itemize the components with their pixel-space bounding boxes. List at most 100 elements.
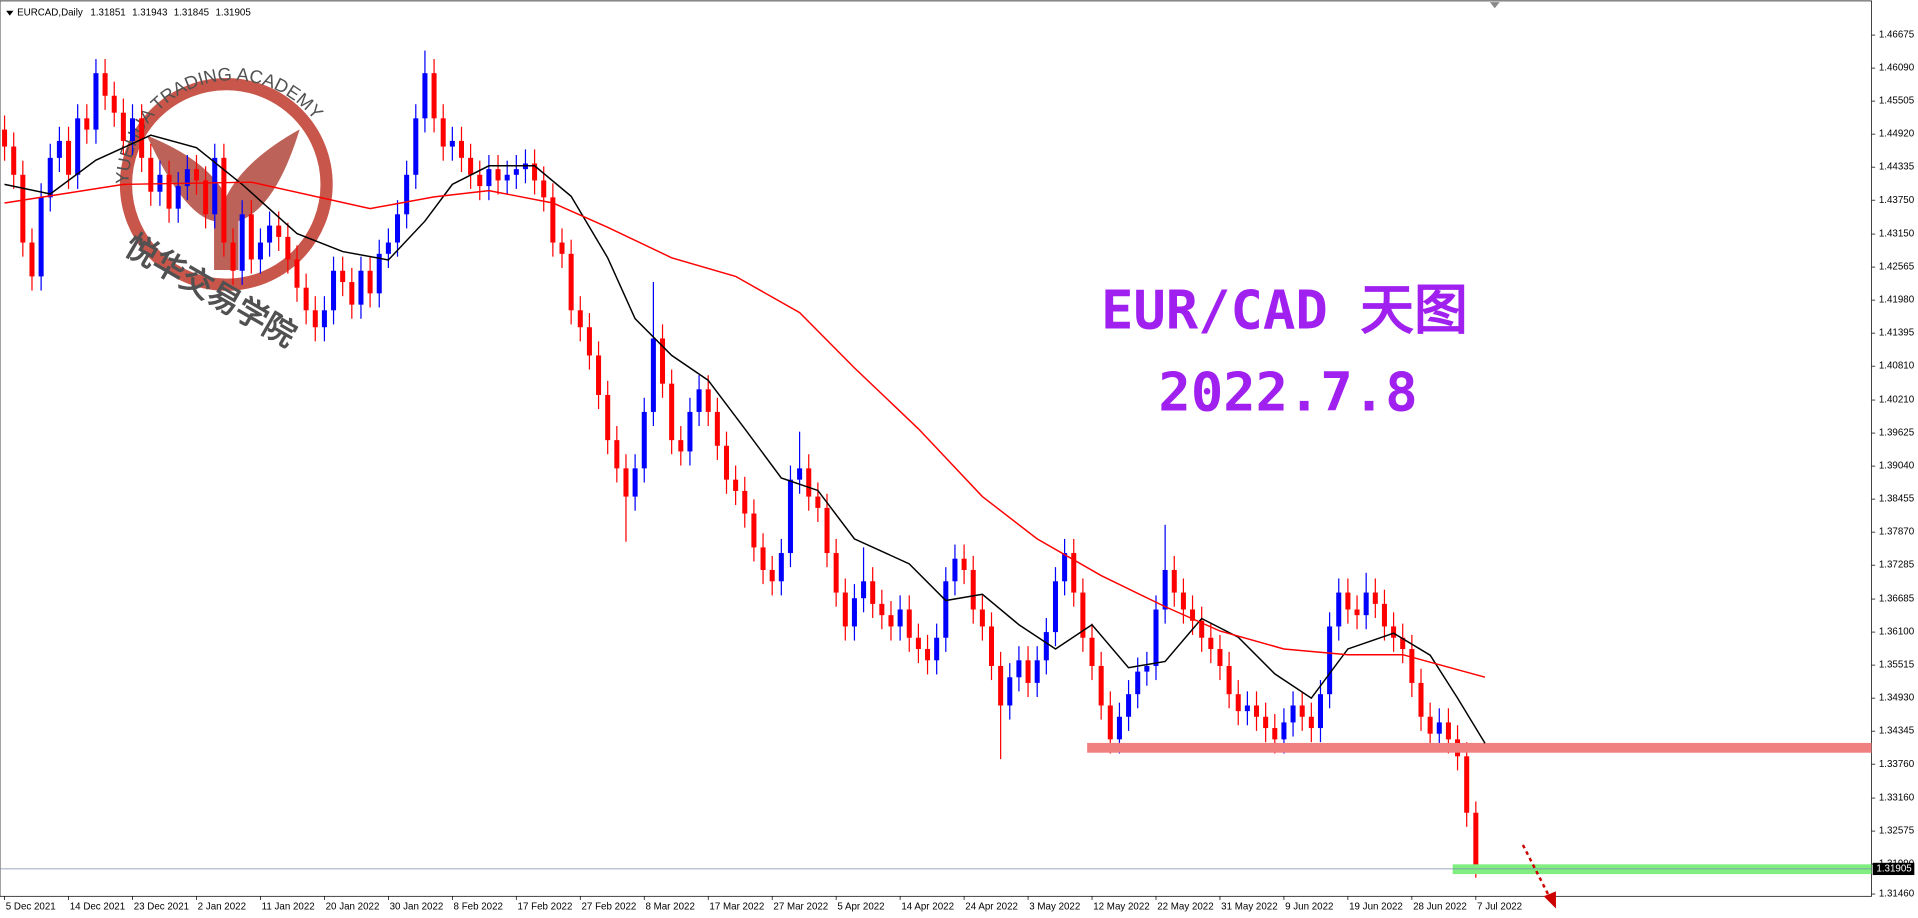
- candle-body: [1034, 660, 1040, 683]
- candle-body: [751, 513, 757, 548]
- candle-body: [276, 225, 282, 237]
- candle-body: [714, 411, 720, 446]
- y-tick-label: 1.37870: [1879, 527, 1915, 538]
- y-tick-label: 1.39625: [1879, 428, 1915, 439]
- y-tick-label: 1.36100: [1879, 627, 1915, 638]
- candle-body: [541, 180, 547, 198]
- candle-body: [184, 169, 190, 187]
- candle-body: [458, 140, 464, 158]
- candle-body: [806, 468, 812, 497]
- y-tick-label: 1.36685: [1879, 594, 1915, 605]
- candle-body: [376, 253, 382, 294]
- candle-body: [1400, 637, 1406, 650]
- candle-body: [1107, 705, 1113, 740]
- candle-body: [1098, 665, 1104, 706]
- candle-body: [66, 140, 72, 175]
- candle-body: [687, 411, 693, 452]
- y-tick-label: 1.41395: [1879, 328, 1915, 339]
- candle-body: [943, 581, 949, 638]
- x-tick-label: 27 Feb 2022: [582, 902, 637, 913]
- candle-body: [797, 468, 803, 480]
- y-tick-label: 1.42565: [1879, 262, 1915, 273]
- candle-body: [212, 157, 218, 215]
- candle-body: [148, 157, 154, 192]
- y-tick-label: 1.33160: [1879, 793, 1915, 804]
- y-tick-label: 1.34930: [1879, 693, 1915, 704]
- candle-body: [733, 479, 739, 491]
- x-tick-label: 14 Dec 2021: [70, 902, 125, 913]
- y-tick-label: 1.38455: [1879, 494, 1915, 505]
- candle-body: [340, 270, 346, 283]
- candle-body: [431, 73, 437, 119]
- candle-body: [1071, 553, 1077, 593]
- candle-body: [1281, 722, 1287, 740]
- close: 1.31905: [215, 8, 251, 19]
- price-tag: [1872, 862, 1915, 876]
- moving-average: [4, 134, 1486, 744]
- x-tick-label: 5 Dec 2021: [6, 902, 56, 913]
- zone: [1087, 742, 1872, 753]
- candle-body: [11, 146, 17, 175]
- candle-body: [614, 440, 620, 469]
- arrow-head: [1543, 891, 1556, 909]
- candle-body: [349, 282, 355, 305]
- candle-body: [1272, 728, 1278, 740]
- y-tick-label: 1.44920: [1879, 129, 1915, 140]
- candle-body: [221, 157, 227, 243]
- candle-body: [906, 609, 912, 638]
- candle-body: [1043, 632, 1049, 661]
- arrow-line: [1521, 844, 1553, 901]
- x-tick-label: 3 May 2022: [1029, 902, 1080, 913]
- candle-body: [1436, 722, 1442, 734]
- candle-body: [1244, 705, 1250, 712]
- y-tick-label: 1.40210: [1879, 395, 1915, 406]
- candle-body: [897, 609, 903, 627]
- candle-body: [504, 174, 510, 181]
- candle-body: [56, 140, 62, 158]
- low: 1.31845: [174, 8, 210, 19]
- candle-body: [1381, 603, 1387, 627]
- x-tick-label: 11 Jan 2022: [262, 902, 315, 913]
- candle-body: [47, 157, 53, 198]
- price-tag-label: 1.31905: [1876, 863, 1912, 874]
- candle-body: [129, 118, 136, 141]
- candle-body: [1226, 665, 1232, 695]
- y-tick-label: 1.46675: [1879, 30, 1915, 41]
- candle-body: [988, 626, 995, 666]
- candle-body: [870, 581, 876, 604]
- candle-body: [851, 598, 857, 627]
- candle-body: [769, 569, 775, 582]
- candle-body: [486, 169, 492, 187]
- y-tick-label: 1.35515: [1879, 660, 1915, 671]
- candle-body: [248, 214, 254, 260]
- candle-body: [1473, 812, 1479, 873]
- candle-body: [1190, 609, 1196, 621]
- y-tick-label: 1.40810: [1879, 361, 1915, 372]
- candle-body: [1144, 665, 1150, 672]
- candle-body: [303, 287, 309, 311]
- candle-body: [395, 214, 401, 243]
- x-tick-label: 8 Mar 2022: [645, 902, 694, 913]
- candle-body: [577, 310, 583, 328]
- candle-body: [586, 327, 592, 356]
- candle-body: [468, 157, 474, 175]
- high: 1.31943: [132, 8, 167, 19]
- x-tick-label: 23 Dec 2021: [134, 902, 189, 913]
- y-tick-label: 1.43150: [1879, 229, 1915, 240]
- y-tick-label: 1.39040: [1879, 461, 1915, 472]
- candle-body: [1363, 592, 1369, 616]
- y-tick-label: 1.43750: [1879, 195, 1915, 206]
- candle-body: [175, 186, 181, 209]
- title: EUR/CAD 天图: [1101, 279, 1468, 342]
- candle-body: [778, 553, 784, 582]
- candle-body: [84, 118, 90, 130]
- candle-body: [267, 225, 273, 243]
- candle-body: [1354, 609, 1360, 616]
- candle-body: [1418, 682, 1424, 717]
- header: EURCAD,Daily 1.31851 1.31943 1.31845 1.3…: [17, 8, 251, 19]
- candle-body: [879, 603, 885, 616]
- menu-icon[interactable]: [6, 10, 14, 16]
- x-tick-label: 19 Jun 2022: [1349, 902, 1403, 913]
